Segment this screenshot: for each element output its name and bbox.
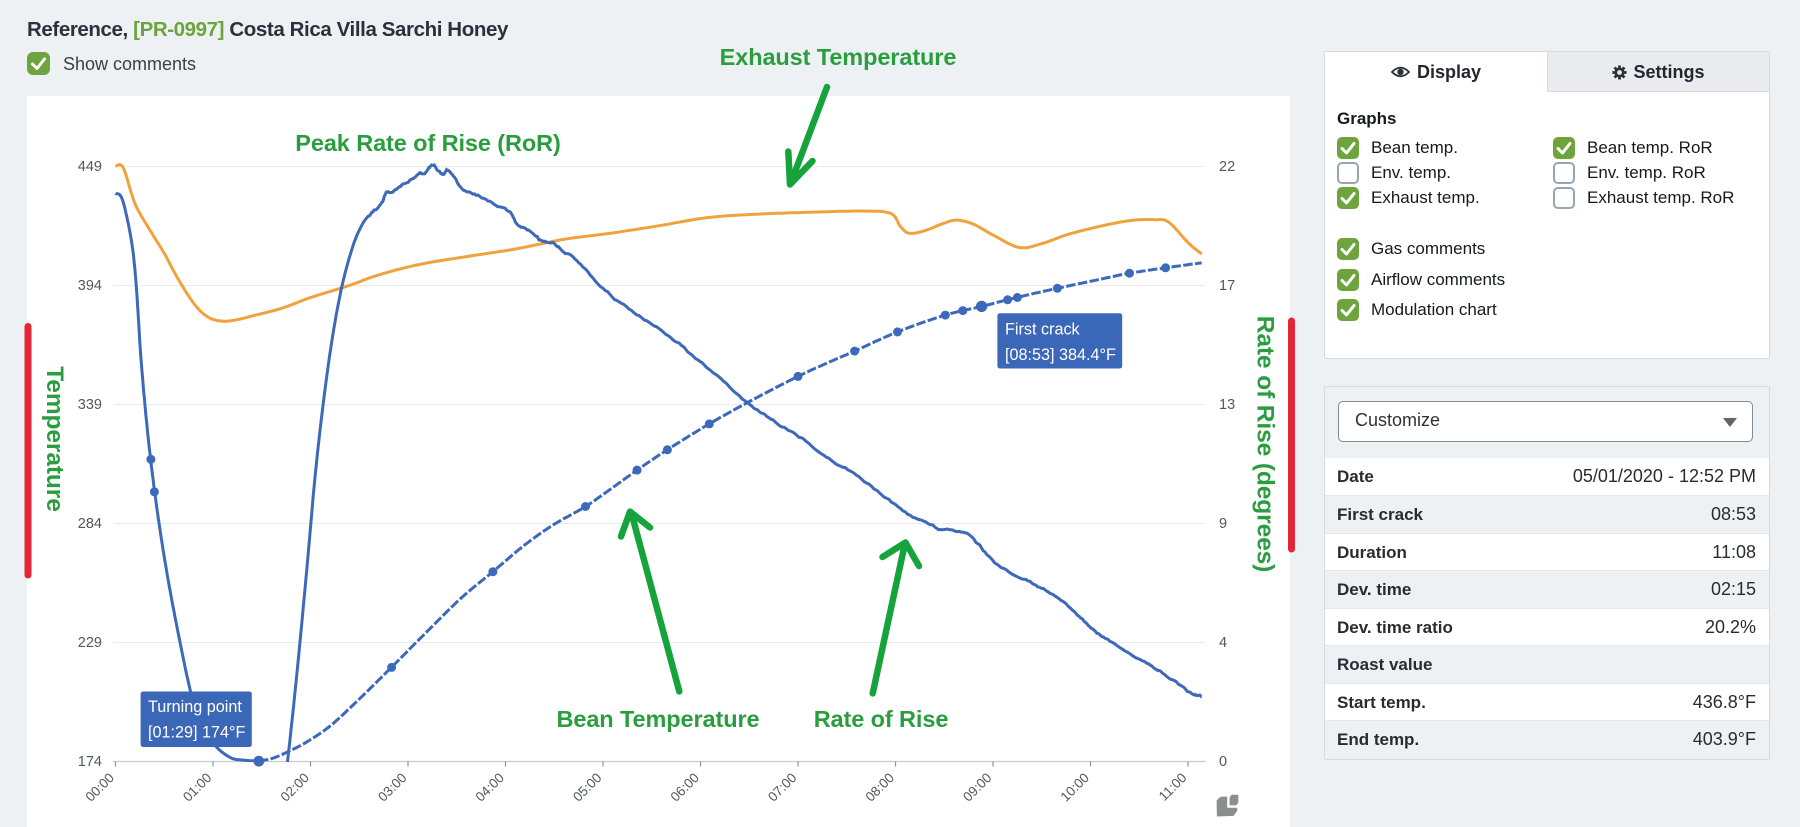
svg-text:284: 284	[78, 516, 102, 532]
svg-text:449: 449	[78, 159, 102, 175]
svg-text:0: 0	[1219, 754, 1227, 770]
svg-text:17: 17	[1219, 278, 1235, 294]
svg-text:229: 229	[78, 635, 102, 651]
svg-text:394: 394	[78, 278, 102, 294]
svg-text:9: 9	[1219, 516, 1227, 532]
svg-text:Rate of Rise: Rate of Rise	[814, 706, 949, 732]
svg-text:Temperature: Temperature	[41, 366, 68, 512]
svg-text:[08:53] 384.4°F: [08:53] 384.4°F	[1005, 346, 1116, 364]
svg-text:Bean Temperature: Bean Temperature	[556, 706, 759, 732]
svg-text:174: 174	[78, 754, 102, 770]
svg-text:Exhaust Temperature: Exhaust Temperature	[720, 44, 957, 70]
svg-text:13: 13	[1219, 397, 1235, 413]
svg-text:[01:29] 174°F: [01:29] 174°F	[148, 724, 245, 742]
svg-text:22: 22	[1219, 159, 1235, 175]
svg-text:Rate of Rise (degrees): Rate of Rise (degrees)	[1252, 316, 1279, 573]
svg-text:4: 4	[1219, 635, 1227, 651]
svg-text:Turning point: Turning point	[148, 698, 242, 716]
svg-text:Peak Rate of Rise (RoR): Peak Rate of Rise (RoR)	[295, 130, 560, 156]
svg-text:339: 339	[78, 397, 102, 413]
svg-text:First crack: First crack	[1005, 321, 1081, 339]
